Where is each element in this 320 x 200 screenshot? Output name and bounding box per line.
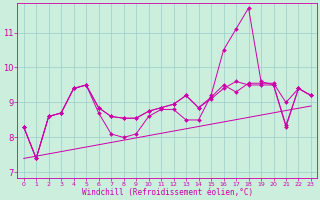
X-axis label: Windchill (Refroidissement éolien,°C): Windchill (Refroidissement éolien,°C) (82, 188, 253, 197)
